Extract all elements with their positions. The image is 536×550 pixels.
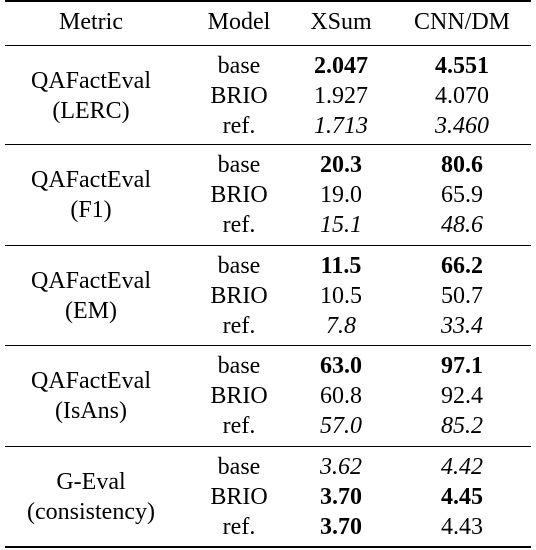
model-cell: ref. (222, 313, 256, 339)
xsum-cell: 1.927 (314, 83, 368, 109)
model-cell: BRIO (210, 83, 268, 109)
cnndm-cell: 33.4 (441, 313, 483, 339)
cnndm-cell: 4.45 (441, 484, 483, 510)
cnndm-cell: 4.070 (435, 83, 489, 109)
cnndm-cell: 4.551 (435, 53, 489, 79)
cnndm-cell: 48.6 (441, 212, 483, 238)
model-cell: ref. (222, 113, 256, 139)
cnndm-cell: 66.2 (441, 253, 483, 279)
cnndm-cell: 3.460 (435, 113, 489, 139)
metric-label: (EM) (65, 298, 117, 324)
metric-label: QAFactEval (31, 167, 151, 193)
metric-label: (LERC) (52, 98, 130, 124)
cnndm-cell: 50.7 (441, 283, 483, 309)
model-cell: base (217, 353, 261, 379)
bottom-rule (5, 546, 531, 548)
group-rule (5, 245, 531, 246)
model-cell: BRIO (210, 484, 268, 510)
xsum-cell: 2.047 (314, 53, 368, 79)
xsum-cell: 3.70 (320, 484, 362, 510)
model-cell: base (217, 454, 261, 480)
model-cell: base (217, 152, 261, 178)
model-cell: base (217, 53, 261, 79)
metric-label: QAFactEval (31, 68, 151, 94)
group-rule (5, 345, 531, 346)
xsum-cell: 20.3 (320, 152, 362, 178)
metric-label: (F1) (70, 197, 112, 223)
xsum-cell: 3.70 (320, 514, 362, 540)
metric-label: QAFactEval (31, 268, 151, 294)
group-rule (5, 144, 531, 145)
xsum-cell: 10.5 (320, 283, 362, 309)
model-cell: ref. (222, 514, 256, 540)
metric-header: Metric (59, 9, 123, 35)
model-cell: BRIO (210, 283, 268, 309)
xsum-cell: 11.5 (320, 253, 362, 279)
cnndm-cell: 97.1 (441, 353, 483, 379)
cnndm-cell: 65.9 (441, 182, 483, 208)
header-rule (5, 45, 531, 46)
model-cell: BRIO (210, 383, 268, 409)
cnndm-header: CNN/DM (413, 9, 511, 35)
metric-label: G-Eval (56, 469, 126, 495)
xsum-cell: 57.0 (320, 413, 362, 439)
xsum-cell: 63.0 (320, 353, 362, 379)
xsum-cell: 3.62 (320, 454, 362, 480)
cnndm-cell: 85.2 (441, 413, 483, 439)
model-cell: ref. (222, 413, 256, 439)
xsum-cell: 1.713 (314, 113, 368, 139)
cnndm-cell: 92.4 (441, 383, 483, 409)
top-rule (5, 0, 531, 2)
cnndm-cell: 4.42 (441, 454, 483, 480)
group-rule (5, 446, 531, 447)
model-cell: ref. (222, 212, 256, 238)
metric-label: QAFactEval (31, 368, 151, 394)
xsum-header: XSum (310, 9, 372, 35)
model-cell: BRIO (210, 182, 268, 208)
cnndm-cell: 4.43 (441, 514, 483, 540)
metric-label: (IsAns) (55, 398, 127, 424)
xsum-cell: 19.0 (320, 182, 362, 208)
metric-label: (consistency) (27, 499, 155, 525)
model-cell: base (217, 253, 261, 279)
xsum-cell: 15.1 (320, 212, 362, 238)
results-table: Metric Model XSum CNN/DM QAFactEval (LERC) bas… (5, 0, 531, 550)
cnndm-cell: 80.6 (441, 152, 483, 178)
xsum-cell: 60.8 (320, 383, 362, 409)
xsum-cell: 7.8 (326, 313, 356, 339)
model-header: Model (207, 9, 271, 35)
